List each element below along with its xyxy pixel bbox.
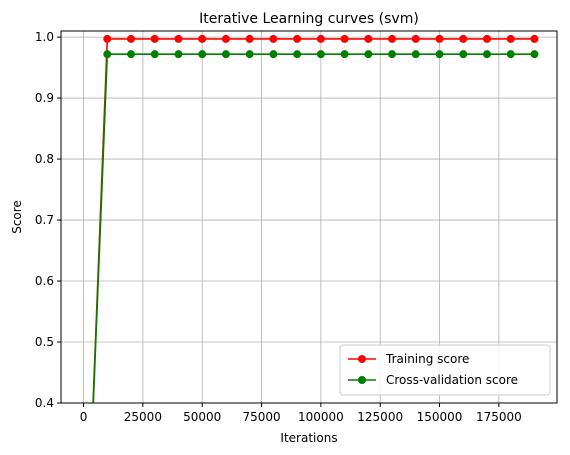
x-tick-label: 75000 bbox=[242, 410, 280, 424]
legend-swatch-marker bbox=[358, 376, 366, 384]
data-point bbox=[364, 50, 373, 59]
data-point bbox=[459, 34, 468, 43]
legend-label: Cross-validation score bbox=[386, 373, 518, 387]
data-point bbox=[482, 34, 491, 43]
y-tick-label: 0.5 bbox=[35, 335, 54, 349]
y-axis-label: Score bbox=[10, 200, 24, 234]
legend-item: Training score bbox=[348, 352, 469, 366]
x-axis-label: Iterations bbox=[280, 431, 337, 445]
data-point bbox=[245, 34, 254, 43]
y-axis-ticks: 0.4 0.5 0.6 0.7 0.8 0.9 1.0 bbox=[35, 30, 61, 410]
data-point bbox=[269, 34, 278, 43]
data-point bbox=[340, 50, 349, 59]
y-tick-label: 0.7 bbox=[35, 213, 54, 227]
data-point bbox=[411, 50, 420, 59]
data-point bbox=[150, 34, 159, 43]
y-tick-label: 0.8 bbox=[35, 152, 54, 166]
data-point bbox=[530, 50, 539, 59]
data-point bbox=[506, 50, 515, 59]
legend-item: Cross-validation score bbox=[348, 373, 518, 387]
data-point bbox=[530, 34, 539, 43]
data-point bbox=[127, 34, 136, 43]
data-point bbox=[316, 34, 325, 43]
data-point bbox=[127, 50, 136, 59]
data-point bbox=[482, 50, 491, 59]
data-point bbox=[150, 50, 159, 59]
data-point bbox=[245, 50, 254, 59]
data-point bbox=[459, 50, 468, 59]
chart-title: Iterative Learning curves (svm) bbox=[199, 11, 419, 27]
data-point bbox=[340, 34, 349, 43]
data-point bbox=[174, 34, 183, 43]
series-layer bbox=[92, 34, 539, 403]
legend-label: Training score bbox=[385, 352, 469, 366]
data-point bbox=[435, 50, 444, 59]
x-tick-label: 100000 bbox=[298, 410, 344, 424]
legend-swatch-marker bbox=[358, 355, 366, 363]
series-cross-validation bbox=[92, 50, 539, 403]
x-tick-label: 50000 bbox=[183, 410, 221, 424]
series-training bbox=[92, 34, 539, 403]
x-tick-label: 25000 bbox=[124, 410, 162, 424]
data-point bbox=[506, 34, 515, 43]
data-point bbox=[103, 50, 112, 59]
data-point bbox=[198, 34, 207, 43]
data-point bbox=[411, 34, 420, 43]
legend: Training score Cross-validation score bbox=[339, 344, 551, 396]
x-tick-label: 175000 bbox=[476, 410, 522, 424]
x-axis-ticks: 0 25000 50000 75000 100000 125000 150000 175000 bbox=[80, 403, 522, 424]
data-point bbox=[388, 34, 397, 43]
data-point bbox=[269, 50, 278, 59]
y-tick-label: 1.0 bbox=[35, 30, 54, 44]
y-tick-label: 0.4 bbox=[35, 396, 54, 410]
x-tick-label: 125000 bbox=[357, 410, 403, 424]
y-tick-label: 0.6 bbox=[35, 274, 54, 288]
plot-frame bbox=[60, 30, 558, 404]
data-point bbox=[293, 50, 302, 59]
data-point bbox=[103, 34, 112, 43]
data-point bbox=[221, 34, 230, 43]
data-point bbox=[388, 50, 397, 59]
y-tick-label: 0.9 bbox=[35, 91, 54, 105]
x-tick-label: 0 bbox=[80, 410, 88, 424]
data-point bbox=[174, 50, 183, 59]
data-point bbox=[435, 34, 444, 43]
data-point bbox=[293, 34, 302, 43]
data-point bbox=[364, 34, 373, 43]
x-tick-label: 150000 bbox=[417, 410, 463, 424]
legend-box bbox=[339, 344, 551, 396]
grid bbox=[61, 31, 557, 404]
data-point bbox=[221, 50, 230, 59]
data-point bbox=[316, 50, 325, 59]
data-point bbox=[198, 50, 207, 59]
